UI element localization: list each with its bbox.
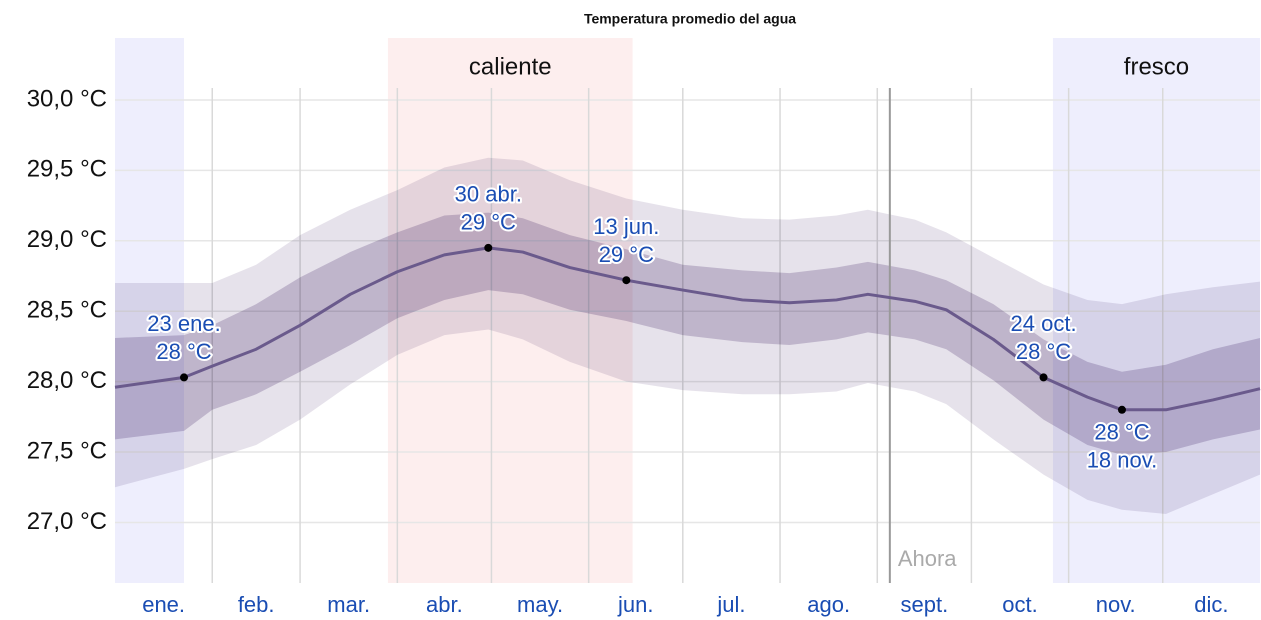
x-tick-label: feb. [238,592,275,617]
annotation-date: 30 abr. [455,182,522,207]
x-tick-label: ene. [142,592,185,617]
annotation-point [1117,405,1126,414]
annotation-value: 28 °C [1016,339,1071,364]
chart-title: Temperatura promedio del agua [584,11,796,27]
annotation-date: 24 oct. [1011,311,1077,336]
annotation-value: 28 °C [1094,420,1149,445]
x-tick-label: abr. [426,592,463,617]
x-tick-label: jul. [716,592,745,617]
percentile-band [115,212,1260,455]
now-label: Ahora [898,546,957,571]
x-tick-label: nov. [1096,592,1136,617]
x-tick-label: may. [517,592,563,617]
x-tick-label: sept. [900,592,948,617]
x-tick-label: mar. [327,592,370,617]
y-tick-label: 27,5 °C [27,437,107,464]
annotation-point [484,243,493,252]
annotation-date: 18 nov. [1087,448,1158,473]
annotation-value: 29 °C [599,242,654,267]
y-tick-label: 30,0 °C [27,85,107,112]
annotation-date: 23 ene. [147,311,220,336]
x-tick-label: oct. [1002,592,1037,617]
x-tick-label: jun. [617,592,653,617]
annotation-value: 28 °C [156,339,211,364]
y-tick-label: 28,0 °C [27,367,107,394]
y-tick-label: 29,5 °C [27,156,107,183]
annotation-date: 13 jun. [593,214,659,239]
annotation-point [1039,373,1048,382]
mean-line [114,246,1261,412]
y-tick-label: 28,5 °C [27,297,107,324]
annotation-point [622,276,631,285]
x-tick-label: ago. [807,592,850,617]
y-tick-label: 27,0 °C [27,508,107,535]
y-tick-label: 29,0 °C [27,226,107,253]
x-tick-label: dic. [1194,592,1228,617]
annotation-value: 29 °C [461,210,516,235]
season-label: caliente [469,53,552,80]
season-label: fresco [1124,53,1189,80]
annotation-point [180,373,189,382]
